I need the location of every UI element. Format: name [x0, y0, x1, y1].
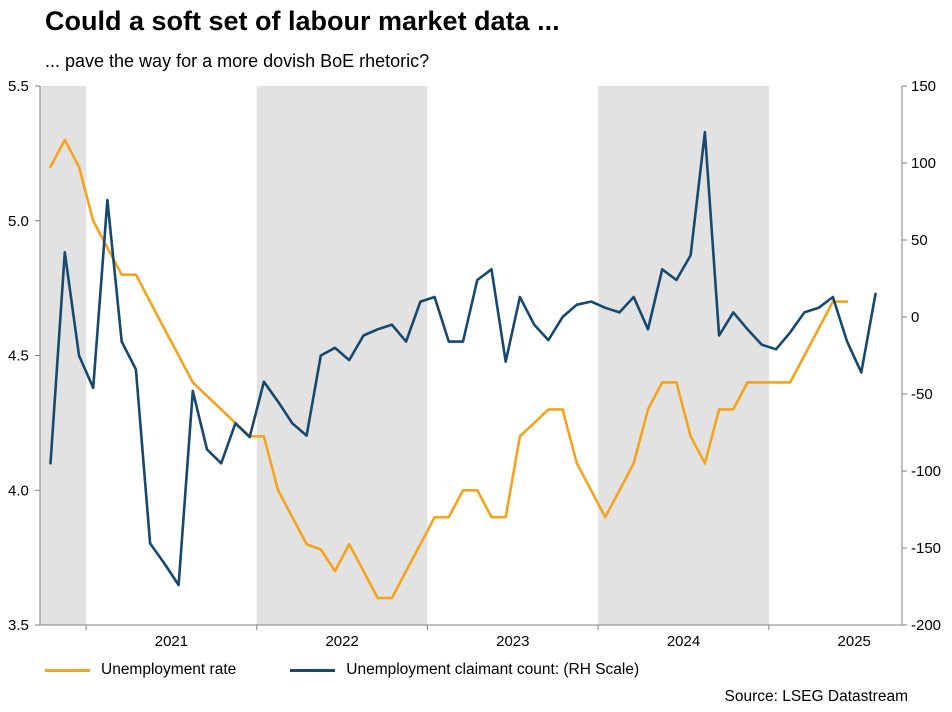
svg-text:2024: 2024: [667, 633, 700, 650]
legend: Unemployment rate Unemployment claimant …: [45, 661, 639, 679]
svg-text:-150: -150: [911, 540, 941, 557]
dual-axis-line-chart: 3.5 4.0 4.5 5.0 5.5 -200 -150 -100 -50 0 50 100 150 2…: [8, 78, 941, 650]
svg-text:-50: -50: [911, 386, 933, 403]
svg-text:2022: 2022: [325, 633, 358, 650]
svg-text:2023: 2023: [496, 633, 529, 650]
svg-text:4.5: 4.5: [8, 348, 29, 365]
svg-text:100: 100: [911, 155, 936, 172]
source-note: Source: LSEG Datastream: [724, 688, 909, 705]
chart-title: Could a soft set of labour market data .…: [45, 6, 560, 36]
svg-text:2021: 2021: [155, 633, 188, 650]
svg-text:-200: -200: [911, 617, 941, 634]
svg-text:4.0: 4.0: [8, 482, 29, 499]
svg-text:3.5: 3.5: [8, 617, 29, 634]
svg-text:0: 0: [911, 309, 919, 326]
legend-item-claimant-count: Unemployment claimant count: (RH Scale): [290, 661, 639, 679]
svg-text:-100: -100: [911, 463, 941, 480]
svg-text:5.5: 5.5: [8, 78, 29, 95]
legend-line-swatch-orange: [45, 668, 90, 672]
svg-text:5.0: 5.0: [8, 213, 29, 230]
legend-label-claimant-count: Unemployment claimant count: (RH Scale): [346, 661, 640, 678]
legend-label-unemployment-rate: Unemployment rate: [101, 661, 237, 678]
legend-line-swatch-navy: [290, 668, 336, 672]
chart-subtitle: ... pave the way for a more dovish BoE r…: [45, 51, 430, 71]
svg-text:50: 50: [911, 232, 928, 249]
legend-item-unemployment-rate: Unemployment rate: [45, 661, 236, 679]
svg-text:2025: 2025: [838, 633, 871, 650]
svg-text:150: 150: [911, 78, 936, 95]
